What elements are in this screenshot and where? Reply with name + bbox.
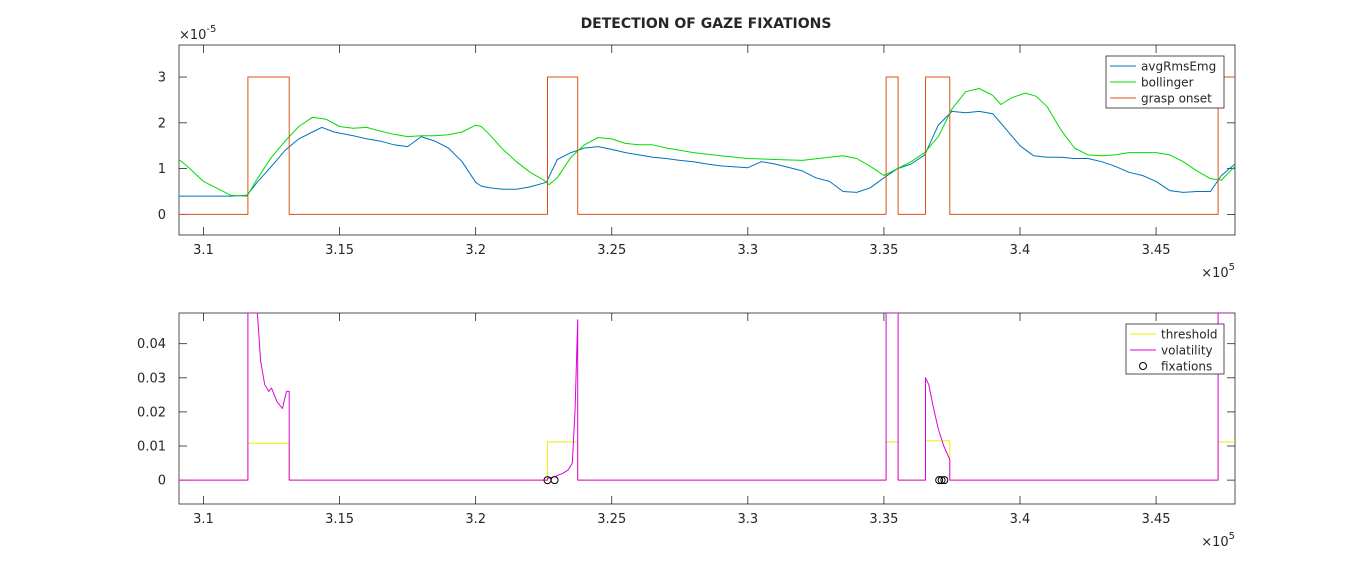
y-tick-label: 2 (158, 116, 166, 131)
figure-title: DETECTION OF GAZE FIXATIONS (581, 16, 832, 32)
x-tick-label: 3.45 (1142, 512, 1171, 527)
legend: threshold volatility fixations (1125, 323, 1225, 375)
y-tick-label: 0 (158, 474, 166, 489)
y-tick-label: 0.02 (137, 405, 166, 420)
x-tick-label: 3.3 (737, 243, 758, 258)
plot-area (179, 313, 1235, 485)
legend-label: avgRmsEmg (1141, 60, 1216, 74)
y-tick-label: 0.04 (137, 337, 166, 352)
x-tick-label: 3.25 (597, 243, 626, 258)
fixation-marker (935, 476, 944, 485)
x-exponent-power: 5 (1229, 262, 1235, 273)
y-tick-label: 0 (158, 208, 166, 223)
legend-box (1125, 323, 1225, 375)
y-exponent-power: -5 (206, 24, 216, 35)
x-exponent-power: 5 (1229, 531, 1235, 542)
series-line-avgrmsemg (179, 110, 1235, 197)
x-tick-label: 3.45 (1142, 243, 1171, 258)
x-tick-label: 3.3 (737, 512, 758, 527)
x-tick-label: 3.2 (465, 512, 486, 527)
fixation-marker (550, 476, 559, 485)
series-line-bollinger (179, 88, 1235, 197)
x-tick-label: 3.15 (325, 243, 354, 258)
legend-swatch (1139, 362, 1147, 370)
x-tick-label: 3.25 (597, 512, 626, 527)
x-tick-label: 3.35 (869, 512, 898, 527)
x-exponent-label: ×105 (1201, 262, 1235, 281)
y-tick-label: 0.03 (137, 371, 166, 386)
fixation-marker (940, 476, 949, 485)
y-tick-label: 1 (158, 162, 166, 177)
x-tick-label: 3.4 (1010, 243, 1031, 258)
axes-frame (178, 44, 1236, 236)
x-exponent-label: ×105 (1201, 531, 1235, 550)
bottom-axes: 3.1 3.15 3.2 3.25 3.3 3.35 3.4 3.45 0 0.01 0.02 0.0… (137, 312, 1236, 550)
legend-label: volatility (1161, 344, 1213, 358)
series-line-grasp-onset (179, 76, 1235, 215)
y-tick-label: 0.01 (137, 440, 166, 455)
legend-label: fixations (1161, 360, 1212, 374)
series-line-volatility (179, 313, 1235, 481)
fixation-marker (937, 476, 946, 485)
x-tick-label: 3.4 (1010, 512, 1031, 527)
top-axes: 3.1 3.15 3.2 3.25 3.3 3.35 3.4 3.450123×105×10-… (158, 24, 1236, 281)
legend: avgRmsEmg bollinger grasp onset (1105, 55, 1225, 109)
axes-frame (178, 312, 1236, 505)
legend-label: grasp onset (1141, 92, 1212, 106)
y-tick-label: 3 (158, 71, 166, 86)
x-tick-label: 3.1 (193, 512, 214, 527)
legend-label: bollinger (1141, 76, 1194, 90)
legend-label: threshold (1161, 328, 1218, 342)
x-tick-label: 3.2 (465, 243, 486, 258)
x-tick-label: 3.1 (193, 243, 214, 258)
x-tick-label: 3.35 (869, 243, 898, 258)
plot-area (179, 76, 1235, 215)
x-tick-label: 3.15 (325, 512, 354, 527)
